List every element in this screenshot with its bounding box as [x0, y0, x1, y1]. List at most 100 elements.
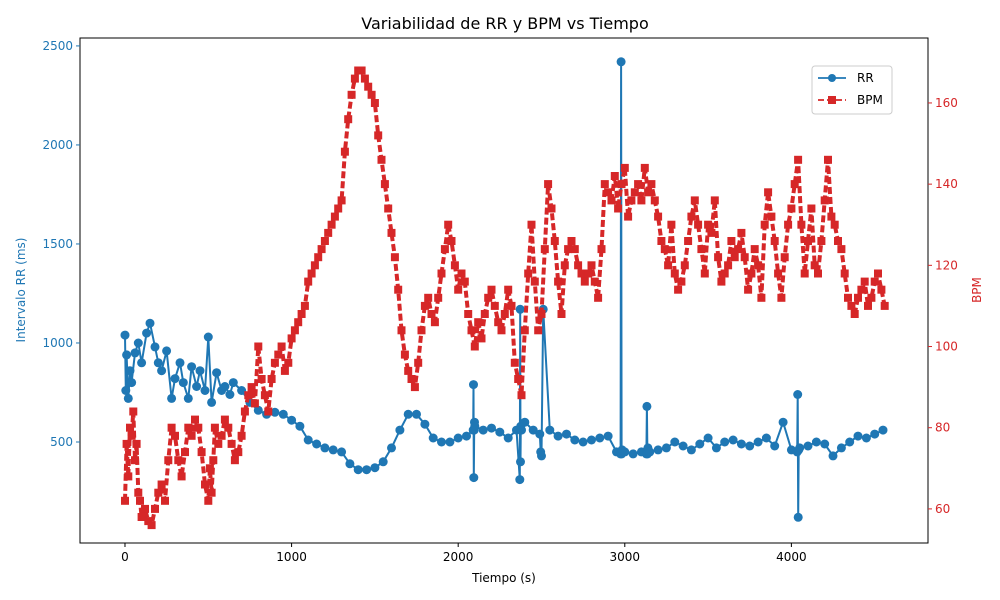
rr-point	[137, 358, 147, 368]
rr-point	[203, 332, 213, 342]
x-tick-label: 0	[121, 550, 129, 564]
bpm-point	[417, 326, 426, 335]
bpm-point	[720, 269, 729, 278]
bpm-point	[740, 253, 749, 262]
y-right-tick-label: 80	[935, 421, 950, 435]
bpm-point	[867, 293, 876, 302]
bpm-point	[171, 431, 179, 440]
rr-point	[616, 57, 626, 67]
bpm-point	[357, 66, 366, 75]
bpm-point	[614, 204, 623, 213]
rr-point	[515, 475, 525, 485]
bpm-point	[437, 269, 446, 278]
bpm-point	[767, 212, 776, 221]
bpm-point	[620, 163, 629, 172]
bpm-point	[310, 261, 319, 270]
bpm-point	[132, 439, 141, 448]
bpm-point	[427, 310, 436, 318]
bpm-point	[209, 456, 218, 465]
bpm-point	[334, 204, 343, 213]
rr-point	[127, 378, 137, 388]
bpm-point	[247, 383, 256, 392]
bpm-point	[514, 375, 523, 383]
bpm-point	[587, 261, 596, 270]
rr-point	[312, 439, 322, 449]
bpm-point	[304, 277, 313, 286]
rr-point	[620, 447, 630, 457]
bpm-point	[380, 180, 389, 189]
y-right-axis-label: BPM	[970, 277, 984, 303]
x-axis-label: Tiempo (s)	[471, 571, 536, 585]
bpm-point	[654, 212, 663, 221]
chart-title: Variabilidad de RR y BPM vs Tiempo	[361, 14, 649, 33]
rr-point	[736, 439, 746, 449]
rr-point	[178, 378, 188, 388]
bpm-point	[580, 277, 589, 286]
bpm-point	[874, 269, 882, 278]
bpm-point	[610, 172, 619, 180]
bpm-point	[560, 261, 569, 270]
rr-point	[870, 429, 880, 439]
rr-point	[370, 463, 380, 473]
bpm-point	[327, 220, 336, 229]
rr-point	[207, 397, 217, 407]
bpm-point	[717, 277, 726, 286]
bpm-point	[727, 237, 736, 245]
bpm-point	[564, 245, 573, 254]
bpm-point	[494, 318, 503, 327]
bpm-point	[136, 496, 144, 505]
bpm-point	[244, 391, 253, 400]
bpm-point	[147, 521, 156, 530]
bpm-point	[784, 220, 793, 229]
bpm-point	[464, 310, 473, 318]
bpm-point	[294, 318, 303, 327]
bpm-point	[377, 155, 386, 164]
rr-point	[237, 386, 247, 395]
bpm-point	[774, 269, 783, 278]
bpm-point	[161, 496, 169, 505]
bpm-point	[370, 99, 379, 107]
bpm-point	[387, 228, 396, 237]
rr-point	[362, 465, 372, 475]
bpm-point	[630, 188, 639, 197]
bpm-point	[404, 366, 413, 375]
bpm-point	[624, 212, 633, 221]
rr-point	[515, 304, 525, 314]
bpm-point	[497, 326, 506, 335]
bpm-point	[126, 423, 134, 432]
bpm-point	[250, 399, 259, 408]
bpm-point	[314, 253, 323, 262]
bpm-point	[734, 245, 743, 254]
bpm-point	[790, 180, 799, 189]
bpm-point	[384, 204, 393, 213]
rr-point	[337, 447, 347, 457]
rr-point	[645, 447, 655, 457]
bpm-point	[847, 301, 856, 310]
bpm-point	[297, 310, 306, 318]
bpm-point	[121, 496, 129, 505]
rr-point	[520, 417, 530, 427]
rr-point	[437, 437, 446, 447]
bpm-point	[817, 237, 826, 245]
rr-point	[793, 390, 803, 399]
rr-point	[537, 451, 546, 461]
bpm-point	[557, 310, 566, 318]
rr-point	[125, 366, 135, 376]
bpm-point	[374, 131, 383, 140]
bpm-point	[544, 180, 553, 189]
bpm-point	[857, 285, 866, 294]
bpm-point	[340, 147, 349, 156]
bpm-point	[877, 285, 886, 294]
bpm-point	[191, 415, 199, 424]
bpm-point	[824, 155, 832, 164]
bpm-point	[234, 448, 243, 457]
bpm-point	[800, 269, 809, 278]
bpm-point	[454, 285, 463, 294]
y-right-tick-label: 160	[935, 96, 958, 110]
bpm-point	[567, 237, 576, 245]
y-left-tick-label: 2500	[42, 39, 73, 53]
rr-point	[170, 374, 180, 384]
bpm-point	[530, 277, 539, 286]
rr-point	[686, 445, 696, 455]
